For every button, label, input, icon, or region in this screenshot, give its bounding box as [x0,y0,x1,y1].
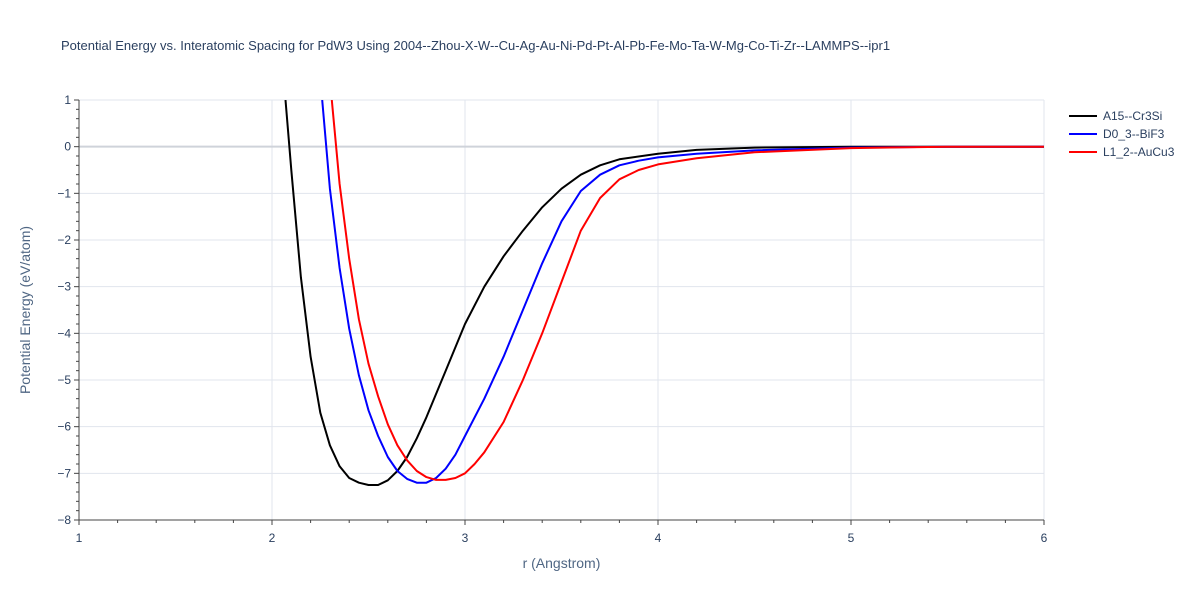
x-tick-label: 3 [462,531,469,545]
y-tick-label: −6 [57,420,71,434]
x-tick-label: 4 [655,531,662,545]
y-tick-label: −7 [57,466,71,480]
y-tick-label: −2 [57,233,71,247]
series-line-2 [321,100,1044,484]
x-tick-label: 5 [848,531,855,545]
legend-label: D0_3--BiF3 [1103,127,1165,141]
y-tick-label: 0 [64,140,71,154]
chart-title: Potential Energy vs. Interatomic Spacing… [61,38,890,53]
y-tick-label: −1 [57,186,71,200]
x-axis-title: r (Angstrom) [523,555,601,571]
y-tick-label: −3 [57,280,71,294]
y-tick-label: −4 [57,326,71,340]
axes [74,99,1045,525]
series-line-1 [284,100,1044,486]
series-lines [284,100,1044,486]
legend[interactable]: A15--Cr3Si D0_3--BiF3 L1_2--AuCu3 [1069,109,1175,159]
series-line-3 [330,100,1044,481]
x-tick-label: 2 [269,531,276,545]
legend-label: L1_2--AuCu3 [1103,145,1175,159]
legend-label: A15--Cr3Si [1103,109,1162,123]
tick-labels: 1 2 3 4 5 6 1 0 −1 −2 −3 −4 −5 −6 −7 −8 [57,93,1047,545]
y-tick-label: −8 [57,513,71,527]
y-tick-label: 1 [64,93,71,107]
y-axis-title: Potential Energy (eV/atom) [17,226,33,394]
y-tick-label: −5 [57,373,71,387]
x-tick-label: 6 [1041,531,1048,545]
grid [79,99,1045,520]
x-tick-label: 1 [76,531,83,545]
